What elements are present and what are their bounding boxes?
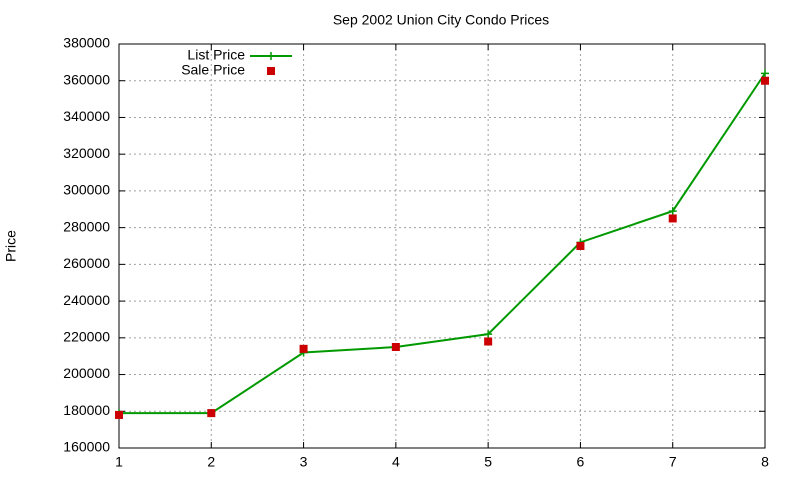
y-tick-label: 360000 bbox=[63, 71, 110, 87]
legend-label: Sale Price bbox=[181, 62, 245, 78]
point bbox=[391, 343, 400, 351]
y-tick-label: 320000 bbox=[63, 145, 110, 161]
y-tick-label: 260000 bbox=[63, 255, 110, 271]
y-tick-label: 280000 bbox=[63, 218, 110, 234]
x-tick-label: 4 bbox=[392, 454, 400, 470]
point bbox=[115, 410, 123, 419]
plot-border bbox=[118, 43, 766, 449]
x-tick-label: 7 bbox=[669, 454, 677, 470]
point bbox=[761, 76, 769, 85]
series-line bbox=[119, 72, 766, 415]
y-tick-label: 160000 bbox=[63, 439, 110, 455]
legend-marker bbox=[267, 52, 275, 60]
point bbox=[761, 69, 769, 78]
y-tick-label: 200000 bbox=[63, 365, 110, 381]
point bbox=[576, 242, 585, 250]
point bbox=[484, 337, 493, 346]
legend-marker bbox=[267, 67, 275, 75]
legend-label: List Price bbox=[187, 47, 245, 63]
x-tick-label: 3 bbox=[300, 454, 308, 470]
y-tick-label: 380000 bbox=[63, 35, 110, 51]
x-tick-label: 5 bbox=[484, 454, 492, 470]
y-tick-label: 180000 bbox=[63, 402, 110, 418]
point bbox=[299, 344, 308, 353]
y-axis-label: Price bbox=[3, 230, 19, 262]
x-tick-label: 1 bbox=[115, 454, 123, 470]
x-tick-label: 8 bbox=[761, 454, 769, 470]
y-tick-label: 300000 bbox=[63, 182, 110, 198]
chart-title: Sep 2002 Union City Condo Prices bbox=[333, 12, 549, 28]
y-tick-label: 220000 bbox=[63, 329, 110, 345]
point bbox=[484, 330, 493, 339]
x-tick-label: 6 bbox=[577, 454, 585, 470]
x-tick-label: 2 bbox=[207, 454, 215, 470]
y-tick-label: 340000 bbox=[63, 108, 110, 124]
y-tick-label: 240000 bbox=[63, 292, 110, 308]
point bbox=[668, 207, 677, 216]
point bbox=[668, 214, 677, 223]
point bbox=[207, 409, 216, 418]
